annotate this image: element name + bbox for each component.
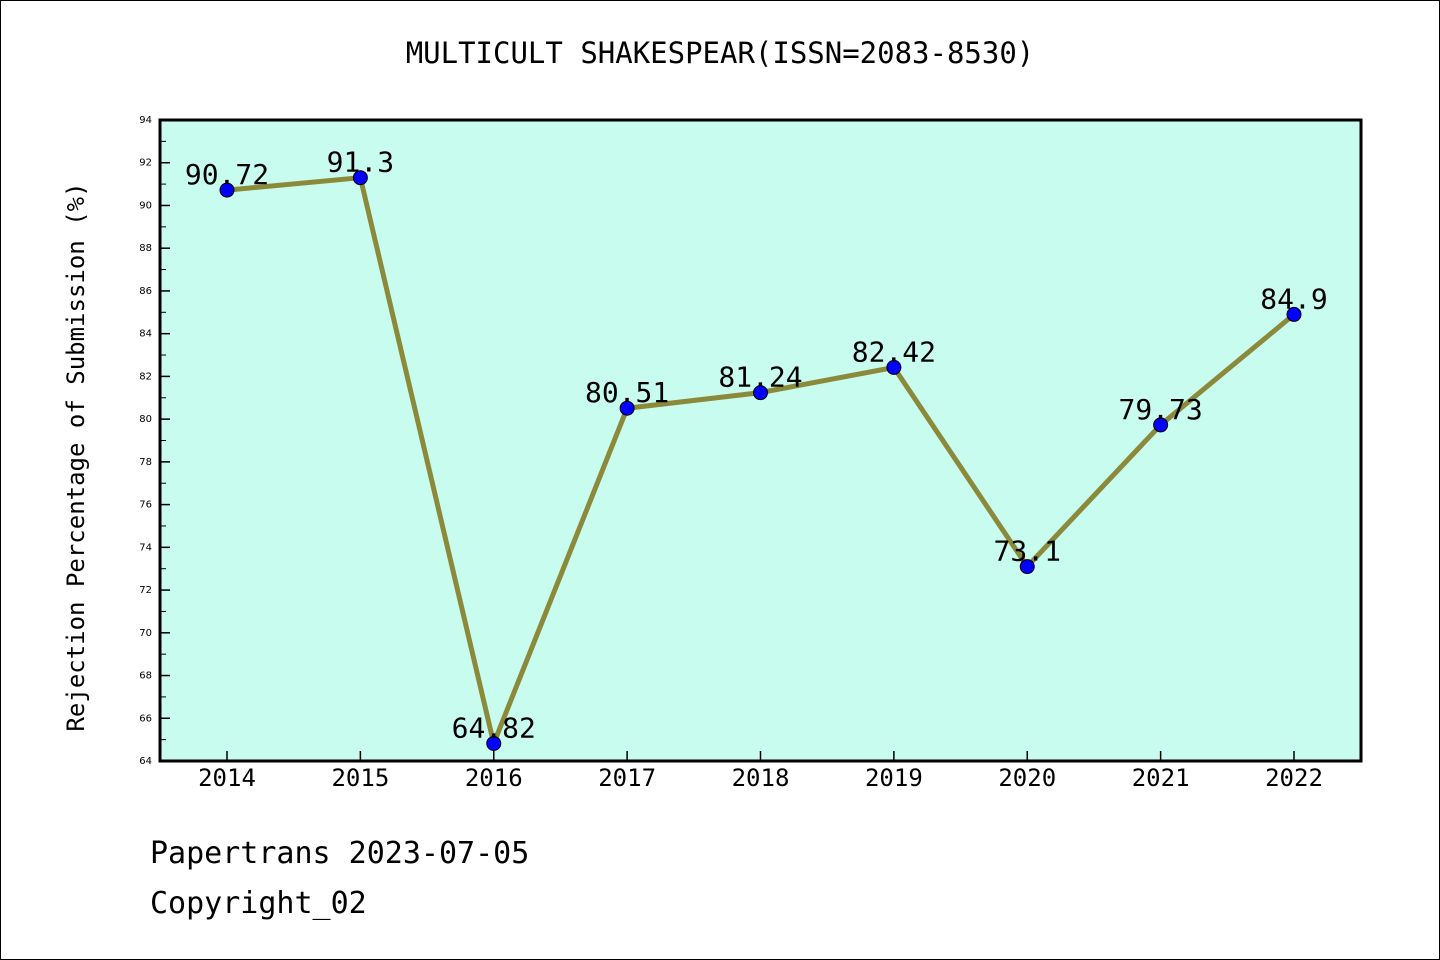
x-tick-label: 2022 [1265,764,1323,792]
data-point [352,170,368,186]
data-point [1286,306,1302,322]
y-tick-label: 90 [139,200,152,211]
data-point [886,359,902,375]
footer-source: Papertrans 2023-07-05 [150,836,530,871]
y-tick-label: 68 [139,671,152,682]
x-tick-label: 2020 [998,764,1056,792]
x-axis: 2014 2015 2016 2017 2018 2019 2020 2021 2022 [198,751,1323,792]
y-tick-label: 80 [139,414,152,425]
chart-title: MULTICULT SHAKESPEAR(ISSN=2083-8530) [405,36,1035,70]
data-point [1153,417,1169,433]
x-tick-label: 2021 [1132,764,1190,792]
y-tick-label: 92 [139,158,152,169]
data-point [753,385,768,401]
y-tick-label: 72 [139,585,152,596]
data-label: 64.82 [452,711,536,744]
plot-area [160,120,1361,761]
data-label: 79.73 [1118,393,1202,426]
data-label: 91.3 [327,146,394,179]
data-point [1019,559,1035,575]
x-tick-label: 2017 [598,764,656,792]
y-tick-label: 94 [139,115,152,126]
data-markers [219,170,1302,751]
data-label: 81.24 [718,361,802,394]
y-tick-label: 66 [139,713,152,724]
data-labels: 90.72 91.3 64.82 80.51 81.24 82.42 73.1 79.73 84… [185,146,1328,745]
y-tick-label: 86 [139,286,152,297]
data-point [219,182,235,198]
x-tick-label: 2015 [331,764,389,792]
data-label: 80.51 [585,376,669,409]
data-label: 73.1 [994,535,1061,568]
x-tick-label: 2018 [732,764,790,792]
data-point [486,735,502,751]
y-tick-label: 78 [139,457,152,468]
data-label: 84.9 [1260,282,1327,315]
data-label: 82.42 [852,335,936,368]
y-tick-label: 74 [139,542,152,553]
y-axis-label: Rejection Percentage of Submission (%) [62,182,90,731]
x-tick-label: 2016 [465,764,523,792]
x-tick-label: 2019 [865,764,923,792]
y-tick-label: 82 [139,371,152,382]
y-tick-label: 88 [139,243,152,254]
y-tick-label: 64 [139,756,152,767]
data-point [619,400,635,416]
y-tick-label: 70 [139,628,152,639]
footer-copyright: Copyright_02 [150,886,367,921]
plot-border [158,118,1363,763]
y-tick-label: 84 [139,329,152,340]
data-label: 90.72 [185,158,269,191]
x-tick-label: 2014 [198,764,256,792]
y-tick-label: 76 [139,500,152,511]
